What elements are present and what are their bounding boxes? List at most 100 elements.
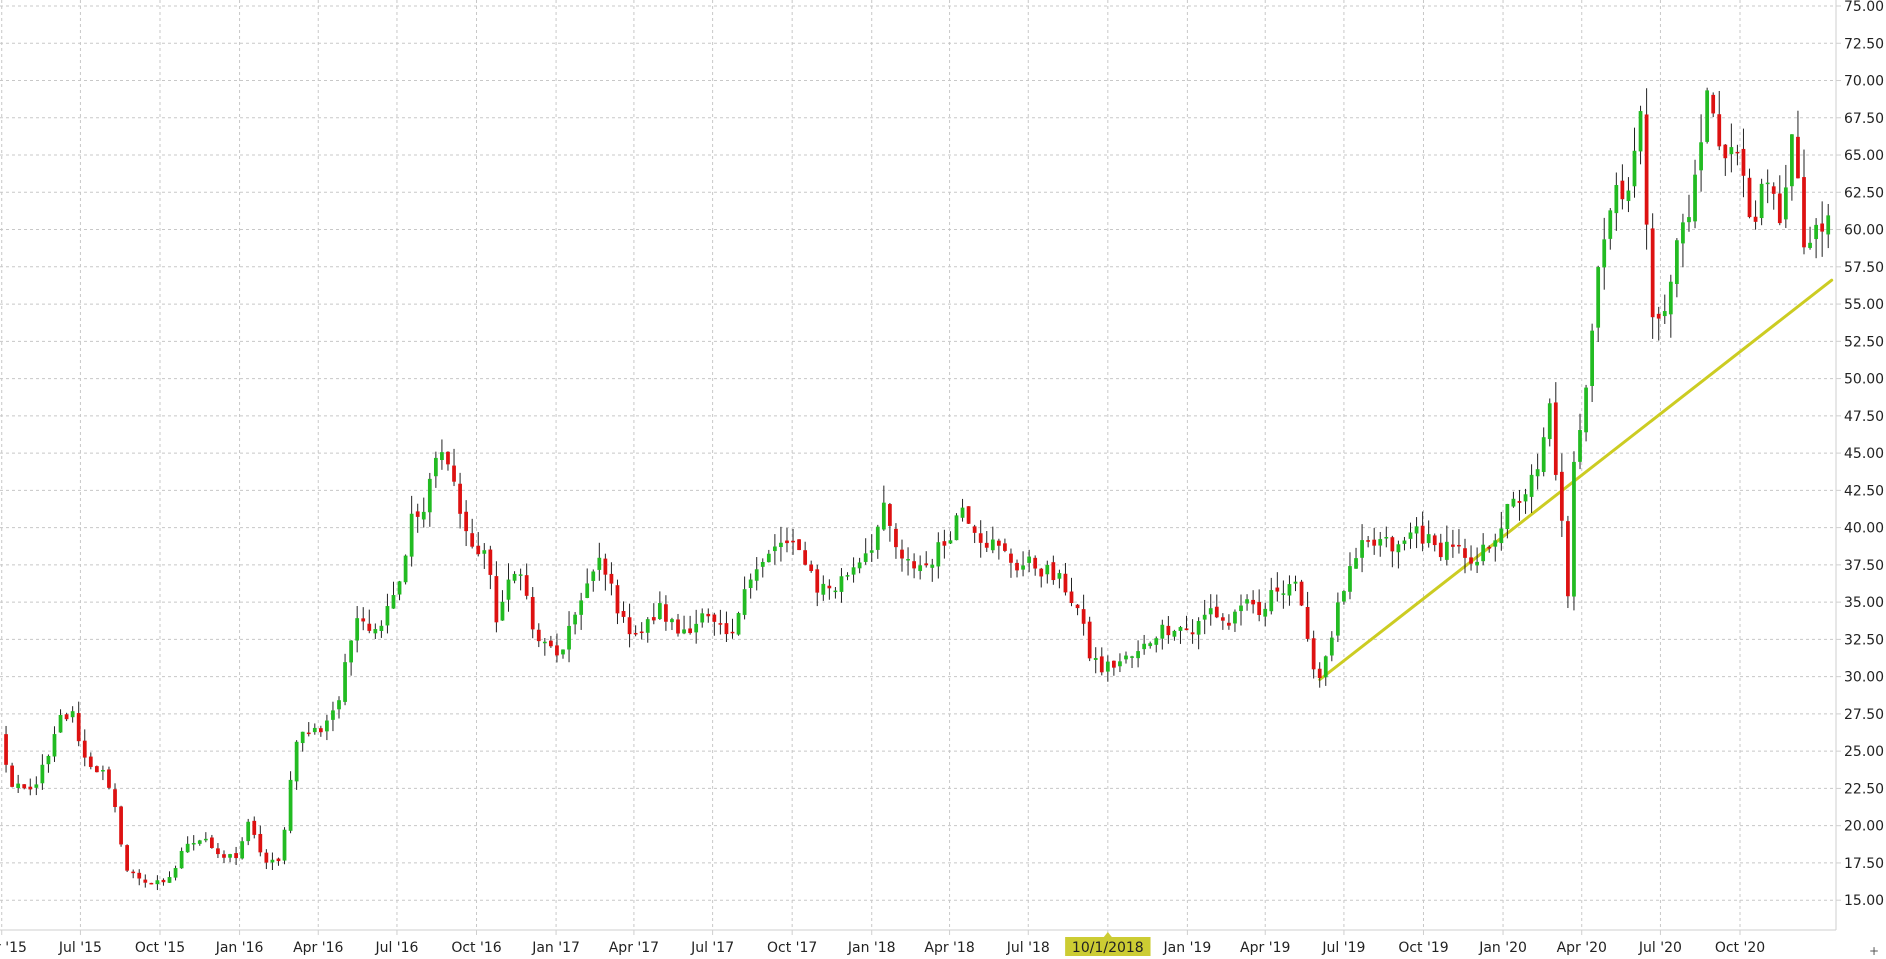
candle-up [936,542,941,567]
y-tick-label: 22.50 [1844,781,1884,797]
candle-down [1741,148,1746,176]
candle-up [52,734,57,757]
candle-down [1275,587,1280,592]
candle-down [1390,537,1395,552]
candle-down [627,617,632,635]
candle-up [409,513,414,557]
x-tick-label: Jan '19 [1163,940,1212,956]
candle-down [1559,471,1564,521]
candle-up [46,755,51,765]
candle-down [1190,632,1195,635]
candle-down [446,451,450,465]
candle-down [1747,177,1752,218]
candle-down [1723,144,1728,159]
axis-corner-icon[interactable]: + [1869,944,1879,958]
x-tick-label: Jul '16 [374,940,418,956]
candle-down [161,879,166,883]
candle-up [1402,540,1407,544]
candle-up [294,741,299,782]
candle-up [1578,430,1582,462]
candle-up [228,854,232,858]
x-tick-label: 10/1/2018 [1072,940,1144,956]
candle-up [512,573,517,581]
candle-down [113,789,117,808]
candle-down [676,619,680,634]
candle-up [591,571,596,581]
y-tick-label: 40.00 [1844,521,1884,537]
candle-down [306,732,311,735]
candle-up [506,579,511,600]
candle-up [282,829,287,861]
candle-up [1124,655,1128,660]
candle-up [1511,498,1516,507]
candle-down [458,483,462,514]
x-tick-label: Jul '19 [1321,940,1365,956]
candle-down [1069,591,1074,604]
candle-down [470,533,475,547]
candle-up [960,507,965,518]
candle-up [240,841,245,859]
candle-down [809,564,814,571]
candle-up [34,784,39,788]
candle-up [948,540,953,544]
candle-up [918,565,923,572]
candle-down [1184,628,1189,631]
candle-up [355,618,360,641]
candle-up [1505,503,1510,530]
candle-down [984,542,989,548]
candle-down [1650,228,1655,318]
candle-down [1711,94,1716,114]
candle-down [1487,546,1492,549]
candle-down [1463,548,1467,558]
candle-down [131,871,136,874]
x-tick-label: Oct '17 [767,940,817,956]
candle-down [536,629,541,642]
candle-down [1735,151,1740,154]
candle-down [1063,573,1068,593]
candle-up [197,840,202,844]
candle-up [1027,556,1032,563]
candle-down [797,539,801,551]
candle-up [40,764,45,784]
candle-down [1753,216,1758,222]
candle-down [1366,540,1371,542]
candle-down [555,645,559,656]
candle-down [827,585,832,589]
candle-up [1729,147,1734,155]
candle-down [615,585,620,614]
candle-down [1644,114,1649,225]
candle-up [857,562,862,569]
candle-down [1075,604,1080,609]
x-tick-label: Apr '16 [293,940,343,956]
candle-up [1481,544,1486,562]
candle-up [173,868,178,878]
candle-up [1493,540,1498,547]
candle-down [367,623,372,631]
candle-down [549,640,553,647]
candle-down [22,784,27,789]
candle-down [1796,136,1800,179]
candle-up [1408,532,1413,539]
candle-up [851,567,856,575]
candle-up [440,452,444,461]
candle-up [1681,222,1685,244]
x-tick-label: Apr '15 [0,940,27,956]
candle-down [494,576,499,623]
candle-down [137,872,142,879]
candle-down [1299,581,1304,606]
candles [4,87,1831,891]
candle-down [28,786,33,790]
candle-up [185,843,190,853]
candle-up [700,613,705,623]
x-tick-label: Apr '17 [609,940,659,956]
candle-up [1160,624,1165,639]
candle-down [1553,402,1558,475]
y-tick-label: 65.00 [1844,148,1884,164]
candle-down [64,714,69,720]
candle-down [1656,313,1661,319]
candle-down [688,628,692,634]
y-tick-label: 60.00 [1844,223,1884,239]
candle-down [888,504,892,526]
candle-down [10,765,14,787]
